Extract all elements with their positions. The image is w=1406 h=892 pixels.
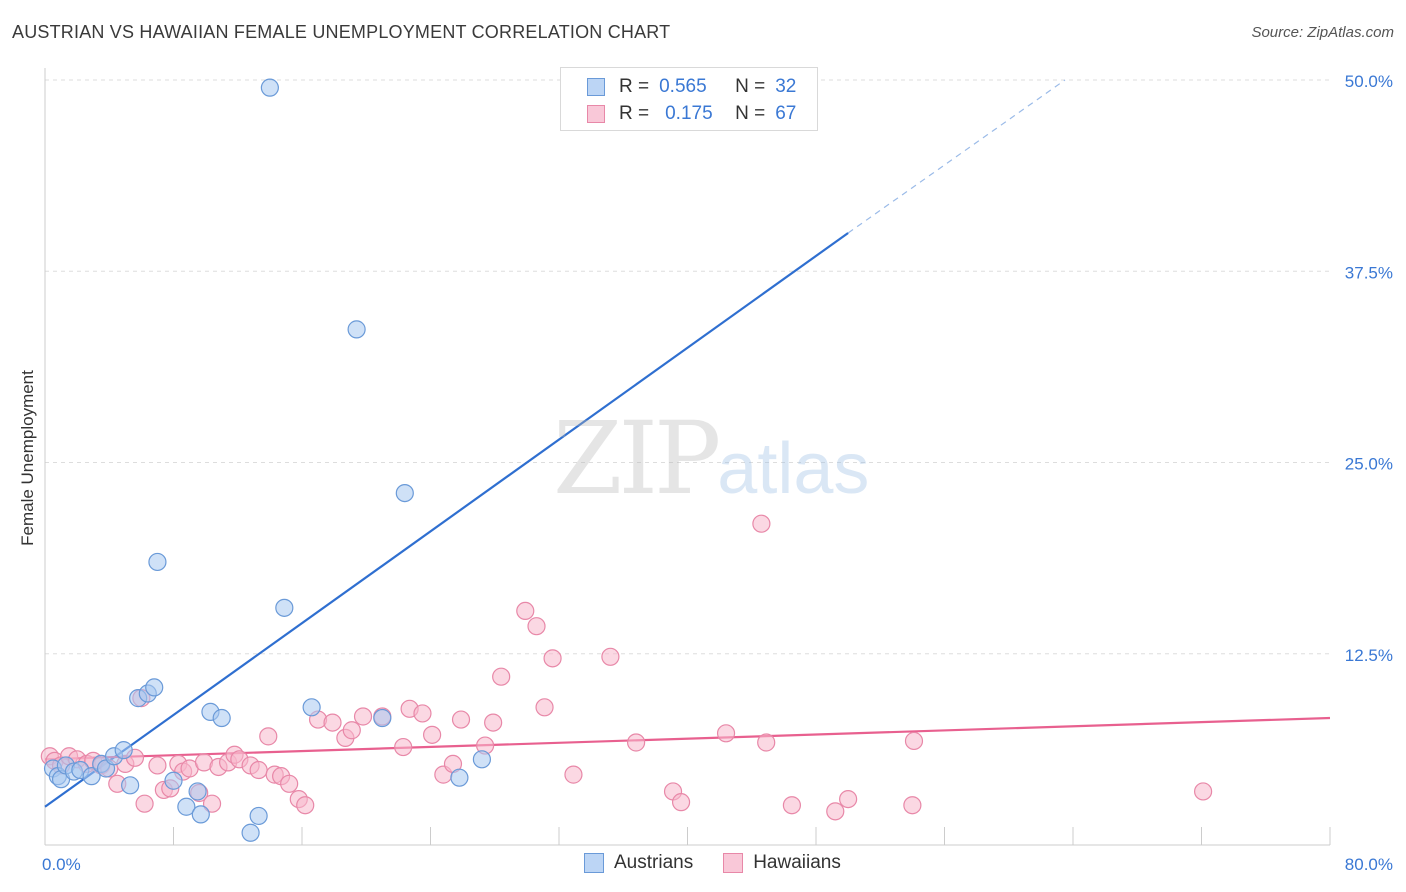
source-credit: Source: ZipAtlas.com (1251, 24, 1394, 41)
hawaiians-point (716, 724, 736, 743)
hawaiians-point (342, 721, 361, 740)
y-tick-label: 25.0% (1345, 455, 1393, 474)
hawaiians-point (451, 710, 471, 729)
watermark-zip: ZIP (553, 400, 721, 517)
hawaiians-point (904, 731, 924, 751)
austrians-point (191, 805, 210, 824)
hawaiians-point (671, 793, 691, 812)
austrians-point (114, 741, 133, 760)
austrians-point (164, 771, 183, 790)
austrians-trend-line (44, 232, 849, 808)
austrians-point (82, 767, 101, 786)
hawaiians-trend-line (44, 716, 1331, 761)
hawaiians-point (527, 617, 546, 636)
legend-item-austrians: Austrians (584, 852, 693, 874)
austrians-point (260, 78, 279, 97)
austrians-point (212, 708, 231, 728)
hawaiians-point (259, 727, 278, 746)
austrians-point (145, 678, 164, 697)
hawaiians-point (413, 704, 432, 723)
hawaiians-r-value: 0.175 (665, 103, 713, 124)
hawaiians-point (323, 713, 342, 732)
hawaiians-point (148, 756, 167, 775)
hawaiians-point (202, 794, 222, 813)
austrians-point (148, 552, 167, 572)
austrians-trend-extension (847, 79, 1066, 234)
austrians-swatch (587, 78, 605, 96)
hawaiians-point (394, 737, 413, 757)
austrians-n-value: 32 (775, 76, 797, 97)
hawaiians-swatch (587, 105, 605, 123)
hawaiians-point (601, 647, 620, 666)
austrians-r-value: 0.565 (659, 76, 707, 97)
legend-row-hawaiians: R = 0.175 N = 67 (587, 102, 796, 126)
correlation-legend: R = 0.565 N = 32 R = 0.175 N = 67 (560, 67, 818, 131)
hawaiians-point (492, 667, 511, 686)
hawaiians-point (484, 713, 503, 732)
austrians-point (241, 823, 260, 842)
legend-n-label: N = (735, 103, 766, 124)
hawaiians-n-value: 67 (775, 103, 797, 124)
hawaiians-point (535, 698, 554, 717)
y-tick-label: 12.5% (1345, 646, 1393, 665)
hawaiians-point (626, 733, 646, 752)
watermark-atlas: atlas (717, 429, 870, 509)
hawaiians-point (516, 601, 535, 621)
series-legend: Austrians Hawaiians (584, 852, 871, 874)
y-axis-label: Female Unemployment (18, 370, 37, 546)
austrians-point (249, 806, 268, 826)
hawaiians-point (353, 707, 373, 726)
x-tick-label-min: 0.0% (42, 855, 81, 874)
legend-n-label: N = (735, 76, 766, 97)
hawaiians-legend-label: Hawaiians (753, 852, 841, 873)
chart-title: AUSTRIAN VS HAWAIIAN FEMALE UNEMPLOYMENT… (12, 22, 671, 42)
hawaiians-point (782, 796, 802, 815)
austrians-point (450, 768, 469, 787)
hawaiians-point (839, 789, 858, 809)
legend-r-label: R = (619, 76, 650, 97)
hawaiians-legend-swatch (723, 853, 744, 873)
y-tick-label: 50.0% (1345, 72, 1393, 91)
austrians-point (177, 797, 196, 816)
hawaiians-point (752, 514, 771, 533)
austrians-point (472, 750, 491, 769)
austrians-point (347, 320, 366, 339)
watermark: ZIPatlas (553, 400, 869, 517)
hawaiians-point (296, 796, 315, 815)
hawaiians-point (903, 796, 922, 815)
austrians-point (188, 782, 207, 801)
x-tick-label-max: 80.0% (1345, 855, 1393, 874)
austrians-point (395, 484, 414, 503)
hawaiians-point (826, 802, 845, 821)
hawaiians-point (135, 794, 154, 813)
hawaiians-point (757, 733, 776, 752)
austrians-point (275, 598, 294, 617)
hawaiians-point (423, 725, 442, 744)
legend-item-hawaiians: Hawaiians (723, 852, 841, 874)
hawaiians-point (543, 649, 562, 668)
legend-row-austrians: R = 0.565 N = 32 (587, 75, 796, 99)
hawaiians-point (564, 765, 583, 784)
hawaiians-point (1194, 782, 1213, 801)
austrians-point (121, 776, 140, 795)
hawaiians-point (280, 774, 299, 793)
y-tick-label: 37.5% (1345, 263, 1393, 282)
austrians-legend-swatch (584, 853, 604, 873)
austrians-point (373, 708, 392, 728)
hawaiians-point (249, 760, 268, 780)
austrians-legend-label: Austrians (614, 852, 694, 873)
austrians-point (302, 698, 321, 717)
legend-r-label: R = (619, 103, 650, 124)
